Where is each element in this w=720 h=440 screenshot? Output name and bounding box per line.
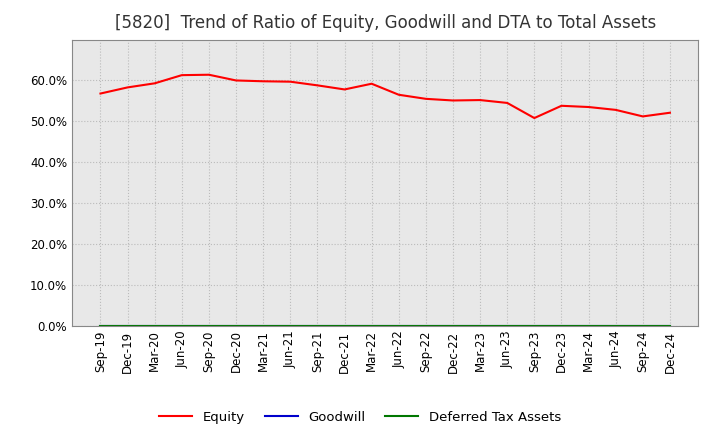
Equity xyxy=(421,96,430,102)
Deferred Tax Assets xyxy=(449,323,457,328)
Equity xyxy=(96,91,105,96)
Deferred Tax Assets xyxy=(286,323,294,328)
Goodwill xyxy=(259,323,268,328)
Deferred Tax Assets xyxy=(665,323,674,328)
Deferred Tax Assets xyxy=(259,323,268,328)
Goodwill xyxy=(503,323,511,328)
Goodwill xyxy=(395,323,403,328)
Deferred Tax Assets xyxy=(557,323,566,328)
Deferred Tax Assets xyxy=(150,323,159,328)
Goodwill xyxy=(557,323,566,328)
Title: [5820]  Trend of Ratio of Equity, Goodwill and DTA to Total Assets: [5820] Trend of Ratio of Equity, Goodwil… xyxy=(114,15,656,33)
Equity xyxy=(530,115,539,121)
Equity xyxy=(611,107,620,113)
Equity xyxy=(232,78,240,83)
Deferred Tax Assets xyxy=(367,323,376,328)
Goodwill xyxy=(232,323,240,328)
Goodwill xyxy=(286,323,294,328)
Goodwill xyxy=(96,323,105,328)
Equity xyxy=(503,100,511,106)
Goodwill xyxy=(665,323,674,328)
Equity xyxy=(150,81,159,86)
Goodwill xyxy=(611,323,620,328)
Goodwill xyxy=(449,323,457,328)
Deferred Tax Assets xyxy=(341,323,349,328)
Goodwill xyxy=(313,323,322,328)
Goodwill xyxy=(367,323,376,328)
Equity xyxy=(286,79,294,84)
Goodwill xyxy=(178,323,186,328)
Deferred Tax Assets xyxy=(530,323,539,328)
Equity xyxy=(476,97,485,103)
Equity xyxy=(557,103,566,108)
Equity xyxy=(259,79,268,84)
Equity xyxy=(584,104,593,110)
Equity xyxy=(449,98,457,103)
Deferred Tax Assets xyxy=(503,323,511,328)
Deferred Tax Assets xyxy=(639,323,647,328)
Equity xyxy=(123,85,132,90)
Deferred Tax Assets xyxy=(611,323,620,328)
Deferred Tax Assets xyxy=(421,323,430,328)
Goodwill xyxy=(530,323,539,328)
Deferred Tax Assets xyxy=(123,323,132,328)
Goodwill xyxy=(584,323,593,328)
Goodwill xyxy=(123,323,132,328)
Goodwill xyxy=(150,323,159,328)
Equity xyxy=(178,73,186,78)
Equity xyxy=(367,81,376,86)
Equity xyxy=(204,72,213,77)
Equity xyxy=(665,110,674,115)
Deferred Tax Assets xyxy=(476,323,485,328)
Line: Equity: Equity xyxy=(101,75,670,118)
Equity xyxy=(639,114,647,119)
Goodwill xyxy=(204,323,213,328)
Legend: Equity, Goodwill, Deferred Tax Assets: Equity, Goodwill, Deferred Tax Assets xyxy=(154,405,566,429)
Equity xyxy=(395,92,403,97)
Deferred Tax Assets xyxy=(395,323,403,328)
Deferred Tax Assets xyxy=(96,323,105,328)
Deferred Tax Assets xyxy=(584,323,593,328)
Equity xyxy=(341,87,349,92)
Deferred Tax Assets xyxy=(178,323,186,328)
Equity xyxy=(313,83,322,88)
Deferred Tax Assets xyxy=(204,323,213,328)
Goodwill xyxy=(639,323,647,328)
Goodwill xyxy=(476,323,485,328)
Deferred Tax Assets xyxy=(313,323,322,328)
Deferred Tax Assets xyxy=(232,323,240,328)
Goodwill xyxy=(421,323,430,328)
Goodwill xyxy=(341,323,349,328)
